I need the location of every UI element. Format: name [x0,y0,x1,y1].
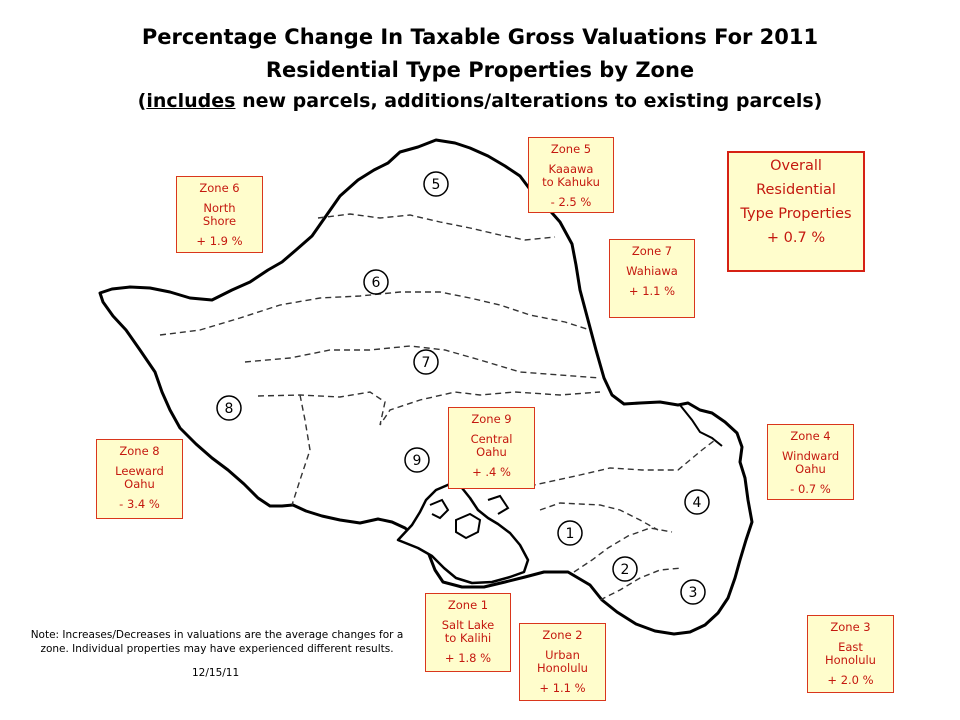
title-line-3-rest: new parcels, additions/alterations to ex… [235,90,823,112]
zone-6-value: + 1.9 % [196,234,243,248]
zone-7-box: Zone 7 Wahiawa + 1.1 % [609,239,695,318]
overall-line-2: Residential [756,182,836,198]
marker-zone-3: 3 [680,579,706,605]
zone-4-name: Windward Oahu [782,449,840,476]
marker-label-1: 1 [566,526,575,542]
zone-2-value: + 1.1 % [539,681,586,695]
loch-east [487,494,510,515]
zone-2-name: Urban Honolulu [537,648,588,675]
zone-boundaries [159,213,716,601]
marker-label-2: 2 [621,562,630,578]
marker-label-3: 3 [689,585,698,601]
zone-7-name: Wahiawa [626,264,678,278]
zone-6-name: North Shore [202,201,237,228]
zone-8-name: Leeward Oahu [115,464,164,491]
ford-island [455,512,482,540]
zone-9-title: Zone 9 [471,412,512,426]
zone-6-title: Zone 6 [199,181,240,195]
marker-label-5: 5 [432,177,441,193]
zone-1-value: + 1.8 % [444,651,492,665]
zone-9-value: + .4 % [472,465,511,479]
zone-8-value: - 3.4 % [119,497,160,511]
zone-5-title: Zone 5 [550,142,592,156]
title-line-3: (includes new parcels, additions/alterat… [0,90,960,112]
windward-peninsula [679,404,723,447]
zone-3-value: + 2.0 % [827,673,874,687]
zone-7-title: Zone 7 [631,244,673,258]
zone-3-name: East Honolulu [825,640,876,667]
zone-2-title: Zone 2 [542,628,583,642]
zone-3-title: Zone 3 [830,620,871,634]
marker-zone-6: 6 [363,269,389,295]
zone-6-box: Zone 6 North Shore + 1.9 % [176,176,263,253]
marker-zone-4: 4 [684,489,710,515]
marker-label-7: 7 [422,355,431,371]
island-outline [98,138,754,636]
zone-1-box: Zone 1 Salt Lake to Kalihi + 1.8 % [425,593,511,672]
zone-9-box: Zone 9 Central Oahu + .4 % [448,407,535,489]
marker-zone-9: 9 [404,447,430,473]
zone-5-value: - 2.5 % [550,195,592,209]
title-line-3-open: ( [137,90,147,112]
marker-label-8: 8 [225,401,234,417]
zone-5-box: Zone 5 Kaaawa to Kahuku - 2.5 % [528,137,614,213]
zone-8-title: Zone 8 [119,444,160,458]
zone-5-name: Kaaawa to Kahuku [542,162,600,189]
title-line-2: Residential Type Properties by Zone [265,58,695,82]
zone-7-value: + 1.1 % [628,284,676,298]
zone-1-name: Salt Lake to Kalihi [441,618,495,645]
title-line-3-underlined: includes [146,90,236,112]
marker-zone-1: 1 [557,520,583,546]
marker-zone-8: 8 [216,395,242,421]
zone-9-name: Central Oahu [470,432,513,459]
marker-zone-5: 5 [423,171,449,197]
loch-west [429,498,450,520]
zone-markers: 5 6 7 8 9 4 1 2 3 [216,171,710,605]
marker-label-6: 6 [372,275,381,291]
zone-4-title: Zone 4 [790,429,831,443]
zone-2-box: Zone 2 Urban Honolulu + 1.1 % [519,623,606,701]
marker-zone-7: 7 [413,349,439,375]
zone-8-box: Zone 8 Leeward Oahu - 3.4 % [96,439,183,519]
overall-line-3: Type Properties [740,206,852,222]
overall-summary-box: Overall Residential Type Properties + 0.… [727,151,865,272]
overall-line-1: Overall [770,158,822,174]
overall-value: + 0.7 % [766,230,826,246]
zone-1-title: Zone 1 [447,598,489,612]
marker-label-9: 9 [413,453,422,469]
title-line-1: Percentage Change In Taxable Gross Valua… [141,25,819,49]
zone-4-box: Zone 4 Windward Oahu - 0.7 % [767,424,854,500]
marker-label-4: 4 [693,495,702,511]
zone-4-value: - 0.7 % [790,482,831,496]
zone-3-box: Zone 3 East Honolulu + 2.0 % [807,615,894,693]
footnote: Note: Increases/Decreases in valuations … [30,629,404,655]
date-stamp: 12/15/11 [192,667,240,679]
marker-zone-2: 2 [612,556,638,582]
